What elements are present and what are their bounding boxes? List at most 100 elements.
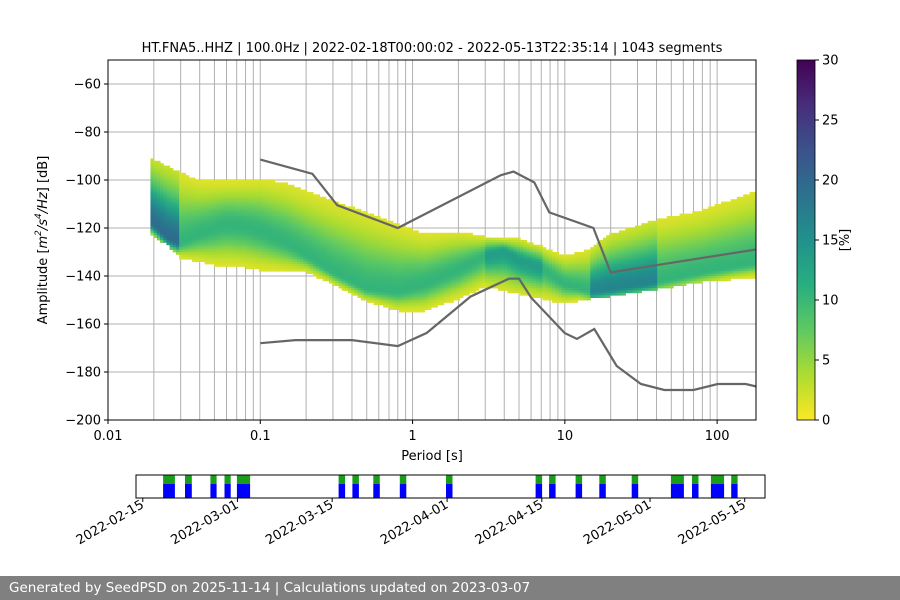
psd-heatmap-cell: [469, 247, 473, 250]
psd-heatmap-cell: [357, 223, 362, 226]
psd-heatmap-cell: [386, 300, 391, 303]
psd-heatmap-cell: [367, 261, 371, 265]
psd-heatmap-cell: [348, 288, 352, 291]
psd-heatmap-cell: [265, 225, 269, 229]
psd-heatmap-cell: [510, 240, 515, 243]
psd-heatmap-cell: [156, 182, 161, 186]
psd-heatmap-cell: [437, 240, 442, 243]
psd-heatmap-cell: [399, 271, 403, 274]
psd-heatmap-cell: [309, 196, 314, 200]
psd-heatmap-cell: [252, 232, 257, 236]
psd-heatmap-cell: [188, 247, 193, 250]
psd-heatmap-cell: [360, 247, 365, 250]
psd-heatmap-cell: [383, 283, 387, 286]
psd-heatmap-cell: [542, 266, 547, 270]
psd-heatmap-cell: [179, 187, 183, 190]
psd-heatmap-cell: [160, 165, 164, 169]
psd-heatmap-cell: [465, 261, 470, 265]
psd-heatmap-cell: [523, 271, 528, 274]
psd-heatmap-cell: [462, 256, 467, 260]
psd-heatmap-cell: [603, 271, 607, 274]
psd-heatmap-cell: [268, 180, 273, 183]
psd-heatmap-cell: [376, 220, 381, 224]
psd-heatmap-cell: [277, 201, 282, 205]
psd-heatmap-cell: [246, 206, 250, 210]
psd-heatmap-cell: [344, 208, 349, 212]
psd-heatmap-cell: [258, 264, 263, 267]
psd-heatmap-cell: [207, 225, 212, 229]
psd-heatmap-cell: [332, 211, 336, 214]
psd-heatmap-cell: [532, 278, 537, 282]
psd-heatmap-cell: [599, 280, 604, 284]
psd-heatmap-cell: [220, 218, 225, 222]
psd-heatmap-cell: [606, 280, 610, 284]
psd-heatmap-cell: [485, 285, 489, 289]
psd-heatmap-cell: [564, 264, 569, 267]
psd-heatmap-cell: [402, 295, 407, 298]
psd-heatmap-cell: [277, 199, 282, 202]
psd-heatmap-cell: [596, 264, 601, 267]
psd-heatmap-cell: [328, 256, 333, 260]
psd-heatmap-cell: [239, 218, 244, 222]
psd-heatmap-cell: [596, 256, 601, 260]
psd-heatmap-cell: [609, 273, 614, 277]
psd-heatmap-cell: [501, 244, 505, 248]
psd-heatmap-cell: [657, 252, 661, 255]
psd-heatmap-cell: [392, 249, 397, 253]
psd-heatmap-cell: [309, 211, 314, 214]
psd-heatmap-cell: [644, 288, 649, 291]
psd-heatmap-cell: [539, 249, 544, 253]
psd-heatmap-cell: [663, 285, 668, 289]
psd-heatmap-cell: [367, 244, 371, 248]
psd-heatmap-cell: [281, 235, 285, 238]
psd-heatmap-cell: [641, 247, 646, 250]
psd-heatmap-cell: [558, 266, 563, 270]
psd-heatmap-cell: [532, 280, 537, 284]
psd-heatmap-cell: [236, 196, 241, 200]
psd-heatmap-cell: [348, 273, 352, 277]
psd-heatmap-cell: [590, 280, 595, 284]
psd-heatmap-cell: [284, 256, 289, 260]
psd-heatmap-cell: [322, 266, 327, 270]
psd-heatmap-cell: [392, 254, 397, 258]
psd-heatmap-cell: [281, 228, 285, 231]
psd-heatmap-cell: [402, 278, 407, 282]
psd-heatmap-cell: [599, 276, 604, 279]
psd-heatmap-cell: [335, 261, 340, 265]
psd-heatmap-cell: [293, 259, 298, 262]
psd-heatmap-cell: [182, 230, 187, 234]
psd-heatmap-cell: [163, 206, 167, 210]
psd-heatmap-cell: [577, 295, 582, 298]
psd-heatmap-cell: [344, 271, 349, 274]
psd-heatmap-cell: [191, 225, 196, 229]
psd-heatmap-cell: [405, 266, 410, 270]
psd-heatmap-cell: [545, 273, 550, 277]
psd-heatmap-cell: [414, 261, 419, 265]
psd-heatmap-cell: [532, 283, 537, 286]
psd-heatmap-cell: [520, 256, 524, 260]
psd-heatmap-cell: [258, 206, 263, 210]
psd-heatmap-cell: [255, 189, 260, 193]
psd-heatmap-cell: [437, 261, 442, 265]
psd-heatmap-cell: [440, 247, 445, 250]
psd-heatmap-cell: [360, 268, 365, 272]
psd-heatmap-cell: [465, 242, 470, 246]
psd-heatmap-cell: [402, 249, 407, 253]
psd-heatmap-cell: [195, 247, 199, 250]
psd-heatmap-cell: [634, 288, 639, 291]
psd-heatmap-cell: [179, 196, 183, 200]
psd-heatmap-cell: [367, 264, 371, 267]
psd-heatmap-cell: [654, 230, 658, 234]
psd-heatmap-cell: [641, 240, 646, 243]
psd-heatmap-cell: [459, 264, 464, 267]
psd-heatmap-cell: [532, 288, 537, 291]
psd-heatmap-cell: [335, 276, 340, 279]
psd-heatmap-cell: [226, 180, 231, 183]
psd-heatmap-cell: [577, 259, 582, 262]
psd-heatmap-cell: [233, 199, 238, 202]
psd-heatmap-cell: [169, 170, 174, 174]
psd-heatmap-cell: [386, 232, 391, 236]
psd-heatmap-cell: [258, 218, 263, 222]
psd-heatmap-cell: [593, 244, 598, 248]
psd-heatmap-cell: [233, 225, 238, 229]
